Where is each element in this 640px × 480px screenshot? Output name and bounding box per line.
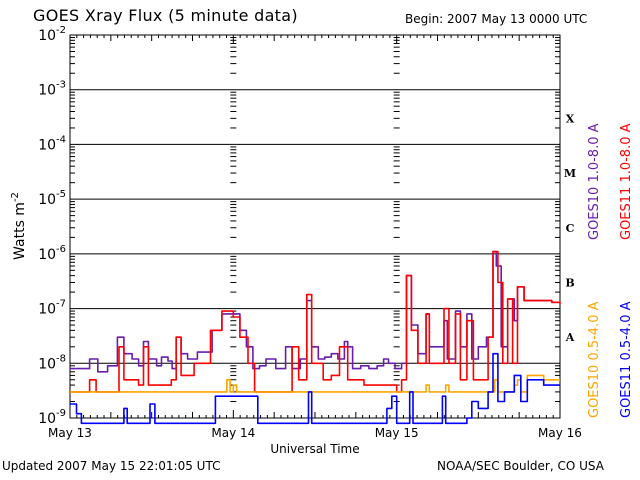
chart-title: GOES Xray Flux (5 minute data) [33,6,298,25]
flare-class-label: M [564,167,576,180]
series-line-goes11-0-5-4-0-a [70,352,560,425]
x-axis-label: Universal Time [270,442,359,456]
x-tick-label: May 16 [538,426,582,440]
x-tick-label: May 13 [48,426,92,440]
x-tick-label: May 14 [211,426,255,440]
legend-label: GOES10 0.5-4.0 A [587,301,602,418]
y-tick-label: 10-9 [38,408,66,427]
series-line-goes11-1-0-8-0-a [70,250,561,393]
legend-label: GOES11 0.5-4.0 A [619,301,634,418]
y-tick-label: 10-6 [38,244,66,263]
credit-text: NOAA/SEC Boulder, CO USA [437,459,604,473]
series-line-goes10-1-0-8-0-a [70,250,560,373]
y-tick-label: 10-7 [38,299,66,318]
updated-timestamp: Updated 2007 May 15 22:01:05 UTC [2,459,221,473]
y-axis-label: Watts m-2 [10,192,28,260]
y-tick-label: 10-5 [38,189,66,208]
begin-timestamp: Begin: 2007 May 13 0000 UTC [405,12,588,26]
y-tick-label: 10-8 [38,353,66,372]
y-tick-label: 10-3 [38,80,66,99]
y-tick-label: 10-4 [38,134,66,153]
legend-label: GOES11 1.0-8.0 A [619,123,634,240]
flare-class-label: X [566,112,575,125]
x-tick-label: May 15 [375,426,419,440]
y-tick-label: 10-2 [38,25,66,44]
legend-label: GOES10 1.0-8.0 A [587,123,602,240]
flare-class-label: A [565,331,575,344]
flare-class-label: B [565,276,574,289]
plot-frame [69,34,561,419]
flare-class-label: C [566,222,575,235]
